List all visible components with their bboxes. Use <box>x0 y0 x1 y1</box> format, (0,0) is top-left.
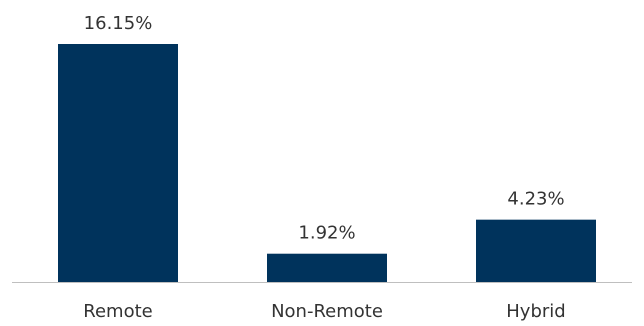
data-label-hybrid: 4.23% <box>507 189 564 210</box>
bar-non-remote <box>267 253 387 282</box>
x-tick-label-hybrid: Hybrid <box>506 301 565 322</box>
x-tick-label-remote: Remote <box>83 301 152 322</box>
bars-group <box>58 44 596 282</box>
data-label-non-remote: 1.92% <box>298 223 355 244</box>
bar-hybrid <box>476 219 596 282</box>
bar-remote <box>58 44 178 282</box>
data-labels-group: 16.15% 1.92% 4.23% <box>84 13 565 244</box>
x-tick-labels-group: Remote Non-Remote Hybrid <box>83 301 565 322</box>
data-label-remote: 16.15% <box>84 13 153 34</box>
x-tick-label-non-remote: Non-Remote <box>271 301 383 322</box>
